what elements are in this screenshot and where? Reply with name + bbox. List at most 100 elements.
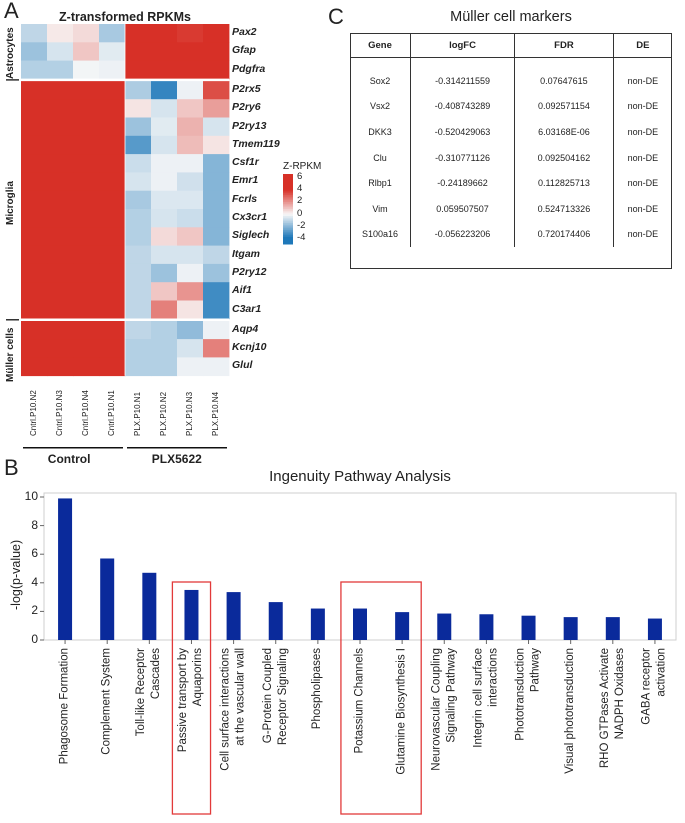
heatmap-cell (47, 154, 74, 173)
panel-label-c: C (328, 4, 344, 29)
heatmap-cell (125, 209, 152, 228)
y-tick-label: 10 (24, 489, 38, 503)
heatmap-cell (177, 227, 204, 246)
heatmap-cell (47, 209, 74, 228)
heatmap-cell (47, 99, 74, 118)
bar (479, 614, 494, 640)
panel-label-a: A (4, 0, 19, 23)
header-gene: Gene (350, 33, 411, 58)
bar (310, 608, 325, 640)
heatmap-cell (99, 24, 126, 43)
heatmap-cell (21, 24, 48, 43)
heatmap-cell (47, 80, 74, 100)
cell-gene: DKK3 (368, 126, 392, 137)
heatmap-cell (99, 190, 126, 210)
heatmap-cell (73, 99, 100, 118)
bar (521, 615, 536, 640)
legend-tick-label: 2 (297, 195, 303, 207)
heatmap-cell (203, 209, 230, 228)
heatmap-cell (99, 209, 126, 228)
heatmap-cell (125, 190, 152, 210)
table-row: Sox2 -0.314211559 0.07647615 non-DE (350, 68, 672, 94)
category-label: Glutamine Biosynthesis I (395, 648, 408, 775)
heatmap-cell (47, 227, 74, 246)
heatmap-cell (203, 135, 230, 155)
heatmap-cell (47, 190, 74, 210)
heatmap-cell (203, 154, 230, 173)
heatmap-title: Z-transformed RPKMs (59, 10, 191, 24)
heatmap-cell (177, 99, 204, 118)
cell-gene: Sox2 (369, 75, 391, 86)
heatmap-cell (203, 42, 230, 61)
heatmap-cell (21, 154, 48, 173)
heatmap-cell (177, 282, 204, 301)
heatmap-cell (151, 117, 178, 137)
heatmap-cell (203, 300, 230, 320)
category-label: Toll-like Receptor Cascades (135, 648, 163, 737)
heatmap-cell (21, 80, 48, 100)
bar (184, 589, 199, 640)
heatmap-cell (73, 172, 100, 192)
cell-gene: S100a16 (361, 229, 399, 240)
heatmap-cell (99, 357, 126, 377)
sample-label: PLX.P10.N4 (211, 391, 220, 436)
legend-tick-label: -4 (297, 231, 306, 243)
gene-label: Gfap (232, 44, 256, 57)
gene-label: Siglech (232, 229, 270, 242)
heatmap-cell (125, 135, 152, 155)
heatmap-cell (21, 263, 48, 283)
heatmap-cell (203, 339, 230, 358)
heatmap-cell (73, 245, 100, 265)
heatmap-cell (73, 357, 100, 377)
table-row: S100a16 -0.056223206 0.720174406 non-DE (350, 221, 672, 248)
heatmap-cell (203, 80, 230, 100)
bar (395, 612, 410, 640)
heatmap-cell (21, 42, 48, 61)
heatmap-cell (99, 80, 126, 100)
bar (226, 592, 241, 640)
heatmap-cell (203, 99, 230, 118)
heatmap-cell (99, 300, 126, 320)
heatmap-cell (73, 154, 100, 173)
heatmap-cell (21, 99, 48, 118)
bar (437, 613, 452, 640)
gene-label: Fcrls (232, 192, 258, 205)
gene-label: Pax2 (232, 26, 257, 38)
cell-gene: Rlbp1 (368, 178, 392, 189)
heatmap-cell (73, 263, 100, 283)
cell-logfc: -0.310771126 (409, 144, 515, 171)
heatmap-cell (125, 320, 152, 340)
heatmap-cell (151, 99, 178, 118)
cell-logfc: -0.24189662 (409, 170, 515, 196)
heatmap-cell (177, 135, 204, 155)
y-tick-label: 0 (31, 632, 38, 646)
sample-label: PLX.P10.N2 (159, 391, 168, 436)
heatmap-cell (177, 209, 204, 228)
heatmap-cell (151, 245, 178, 265)
heatmap-cell (125, 99, 152, 118)
sample-label: Cntrl.P10.N2 (29, 389, 38, 436)
gene-label: C3ar1 (232, 302, 262, 315)
heatmap-cell (151, 282, 178, 301)
heatmap-cell (99, 245, 126, 265)
heatmap-cell (177, 300, 204, 320)
heatmap-cell (21, 245, 48, 265)
cell-logfc: -0.520429063 (409, 119, 515, 145)
gene-label: Csf1r (232, 156, 259, 169)
heatmap-cell (99, 227, 126, 246)
heatmap-cell (99, 172, 126, 192)
cell-de: non-DE (612, 68, 672, 94)
heatmap-cell (47, 339, 74, 358)
row-group-label: Müller cells (5, 327, 16, 382)
legend-tick-label: -2 (297, 219, 306, 231)
heatmap-cell (177, 117, 204, 137)
heatmap-cell (203, 117, 230, 137)
heatmap-cell (151, 339, 178, 358)
heatmap-cell (21, 227, 48, 246)
heatmap-cell (21, 172, 48, 192)
gene-label: Pdgfra (232, 62, 266, 75)
bar (647, 618, 662, 640)
heatmap-cell (47, 60, 74, 80)
heatmap-cell (125, 154, 152, 173)
heatmap-cell (73, 60, 100, 80)
